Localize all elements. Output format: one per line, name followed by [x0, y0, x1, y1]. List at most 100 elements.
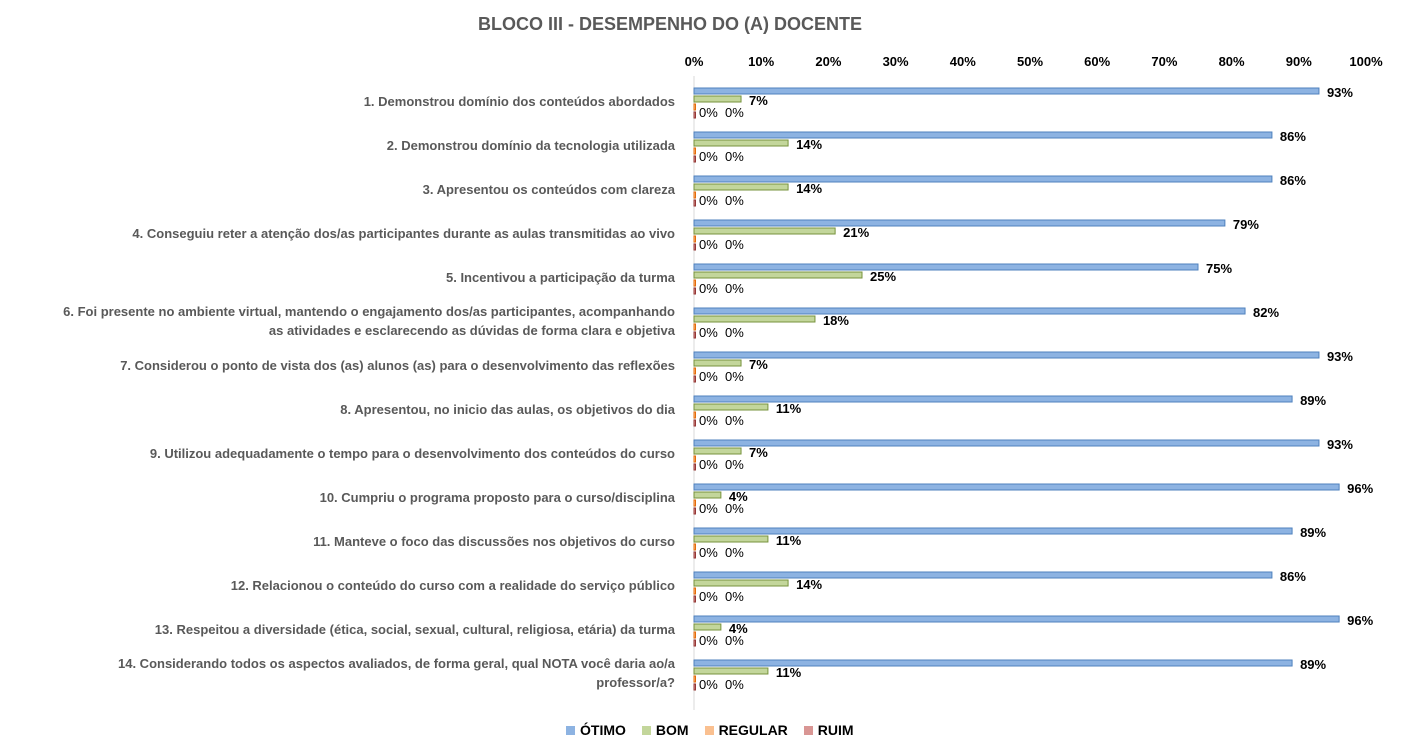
data-label: 0%	[699, 501, 718, 516]
bar-ótimo	[693, 659, 1293, 667]
bar-ótimo	[693, 351, 1320, 359]
data-label: 0%	[699, 633, 718, 648]
legend-item: ÓTIMO	[566, 722, 626, 738]
legend-swatch	[704, 725, 714, 735]
bar-regular	[693, 235, 696, 243]
bar-ruim	[693, 375, 696, 383]
data-label: 89%	[1300, 393, 1326, 408]
bar-regular	[693, 499, 696, 507]
bar-ruim	[693, 419, 696, 427]
data-label: 82%	[1253, 305, 1279, 320]
bar-regular	[693, 587, 696, 595]
data-label: 0%	[725, 281, 744, 296]
data-label: 0%	[699, 237, 718, 252]
x-tick-label: 90%	[1286, 54, 1312, 69]
data-label: 0%	[699, 457, 718, 472]
bar-bom	[693, 491, 722, 499]
legend-swatch	[641, 725, 651, 735]
legend-item: BOM	[641, 722, 689, 738]
bar-ótimo	[693, 615, 1340, 623]
bar-ruim	[693, 463, 696, 471]
data-label: 18%	[823, 313, 849, 328]
data-label: 7%	[749, 445, 768, 460]
bar-ruim	[693, 639, 696, 647]
category-label: 2. Demonstrou domínio da tecnologia util…	[386, 137, 675, 153]
category-label: 7. Considerou o ponto de vista dos (as) …	[120, 357, 675, 373]
legend-item: REGULAR	[704, 722, 788, 738]
bar-ruim	[693, 155, 696, 163]
data-label: 0%	[725, 105, 744, 120]
category-label: 9. Utilizou adequadamente o tempo para o…	[149, 445, 675, 461]
x-tick-label: 100%	[1349, 54, 1383, 69]
category-label: 3. Apresentou os conteúdos com clareza	[422, 181, 675, 197]
legend-label: BOM	[655, 722, 689, 738]
bar-ótimo	[693, 395, 1293, 403]
legend-label: ÓTIMO	[580, 722, 626, 738]
data-label: 11%	[776, 533, 802, 548]
category-label: 1. Demonstrou domínio dos conteúdos abor…	[363, 93, 675, 109]
bar-ótimo	[693, 263, 1199, 271]
bar-regular	[693, 323, 696, 331]
data-label: 0%	[725, 237, 744, 252]
category-label: 13. Respeitou a diversidade (ética, soci…	[154, 621, 675, 637]
bar-ótimo	[693, 307, 1246, 315]
data-label: 86%	[1280, 129, 1306, 144]
category-label: 4. Conseguiu reter a atenção dos/as part…	[132, 225, 675, 241]
data-label: 0%	[699, 105, 718, 120]
data-label: 0%	[725, 545, 744, 560]
data-label: 0%	[725, 369, 744, 384]
legend-label: RUIM	[817, 722, 854, 738]
bar-ótimo	[693, 131, 1273, 139]
data-label: 0%	[699, 325, 718, 340]
data-label: 96%	[1347, 481, 1373, 496]
bar-ótimo	[693, 571, 1273, 579]
bar-regular	[693, 103, 696, 111]
data-label: 0%	[725, 677, 744, 692]
bar-ruim	[693, 287, 696, 295]
bar-bom	[693, 447, 742, 455]
data-label: 96%	[1347, 613, 1373, 628]
bar-ótimo	[693, 527, 1293, 535]
bar-ruim	[693, 595, 696, 603]
bar-ruim	[693, 551, 696, 559]
data-label: 0%	[725, 149, 744, 164]
bar-bom	[693, 403, 769, 411]
bar-bom	[693, 139, 789, 147]
bar-regular	[693, 675, 696, 683]
data-label: 0%	[725, 457, 744, 472]
data-label: 0%	[725, 325, 744, 340]
data-label: 7%	[749, 357, 768, 372]
data-label: 0%	[725, 501, 744, 516]
category-label: 6. Foi presente no ambiente virtual, man…	[63, 304, 675, 338]
chart-title: BLOCO III - DESEMPENHO DO (A) DOCENTE	[477, 14, 862, 34]
bar-regular	[693, 279, 696, 287]
data-label: 14%	[796, 137, 822, 152]
bar-ruim	[693, 331, 696, 339]
data-label: 0%	[699, 545, 718, 560]
data-label: 14%	[796, 181, 822, 196]
bar-ótimo	[693, 87, 1320, 95]
bar-regular	[693, 191, 696, 199]
bar-bom	[693, 315, 816, 323]
data-label: 11%	[776, 401, 802, 416]
data-label: 93%	[1327, 349, 1353, 364]
data-label: 0%	[699, 281, 718, 296]
x-tick-label: 20%	[815, 54, 841, 69]
data-label: 0%	[699, 677, 718, 692]
bar-regular	[693, 367, 696, 375]
data-label: 11%	[776, 665, 802, 680]
data-label: 89%	[1300, 525, 1326, 540]
x-tick-label: 0%	[685, 54, 704, 69]
category-label: 11. Manteve o foco das discussões nos ob…	[313, 533, 675, 549]
category-label: 5. Incentivou a participação da turma	[445, 269, 675, 285]
bar-ótimo	[693, 175, 1273, 183]
bar-ruim	[693, 683, 696, 691]
x-tick-label: 40%	[950, 54, 976, 69]
category-label: 12. Relacionou o conteúdo do curso com a…	[230, 577, 675, 593]
data-label: 89%	[1300, 657, 1326, 672]
bar-ruim	[693, 507, 696, 515]
x-tick-label: 50%	[1017, 54, 1043, 69]
category-label: 8. Apresentou, no inicio das aulas, os o…	[340, 401, 675, 417]
bar-ótimo	[693, 219, 1226, 227]
